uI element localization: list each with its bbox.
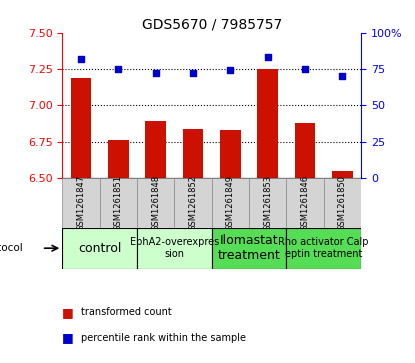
Bar: [220, 130, 241, 178]
Bar: [137, 178, 174, 228]
Bar: [183, 129, 203, 178]
Bar: [212, 228, 286, 269]
Point: [264, 54, 271, 60]
Point: [302, 66, 308, 72]
Text: GSM1261852: GSM1261852: [188, 175, 198, 231]
Text: control: control: [78, 242, 121, 255]
Text: transformed count: transformed count: [81, 307, 172, 317]
Text: Ilomastat
treatment: Ilomastat treatment: [217, 234, 281, 262]
Point: [78, 56, 84, 62]
Text: GSM1261850: GSM1261850: [338, 175, 347, 231]
Bar: [332, 171, 353, 178]
Text: protocol: protocol: [0, 243, 23, 253]
Bar: [137, 228, 212, 269]
Bar: [286, 178, 324, 228]
Bar: [71, 78, 91, 178]
Point: [115, 66, 122, 72]
Text: GSM1261849: GSM1261849: [226, 175, 235, 231]
Bar: [174, 178, 212, 228]
Bar: [249, 178, 286, 228]
Bar: [212, 178, 249, 228]
Bar: [324, 178, 361, 228]
Text: GSM1261853: GSM1261853: [263, 175, 272, 231]
Text: GSM1261846: GSM1261846: [300, 175, 310, 231]
Point: [339, 73, 346, 79]
Text: GSM1261847: GSM1261847: [76, 175, 85, 231]
Text: GSM1261851: GSM1261851: [114, 175, 123, 231]
Point: [227, 68, 234, 73]
Text: EphA2-overexpres
sion: EphA2-overexpres sion: [129, 237, 219, 259]
Bar: [286, 228, 361, 269]
Text: ■: ■: [62, 306, 78, 319]
Bar: [62, 178, 100, 228]
Bar: [145, 121, 166, 178]
Bar: [295, 123, 315, 178]
Bar: [257, 69, 278, 178]
Point: [152, 70, 159, 76]
Title: GDS5670 / 7985757: GDS5670 / 7985757: [142, 17, 282, 32]
Text: percentile rank within the sample: percentile rank within the sample: [81, 333, 246, 343]
Text: Rho activator Calp
eptin treatment: Rho activator Calp eptin treatment: [278, 237, 369, 259]
Point: [190, 70, 196, 76]
Text: ■: ■: [62, 331, 78, 344]
Bar: [100, 178, 137, 228]
Text: GSM1261848: GSM1261848: [151, 175, 160, 231]
Bar: [108, 140, 129, 178]
Bar: [62, 228, 137, 269]
